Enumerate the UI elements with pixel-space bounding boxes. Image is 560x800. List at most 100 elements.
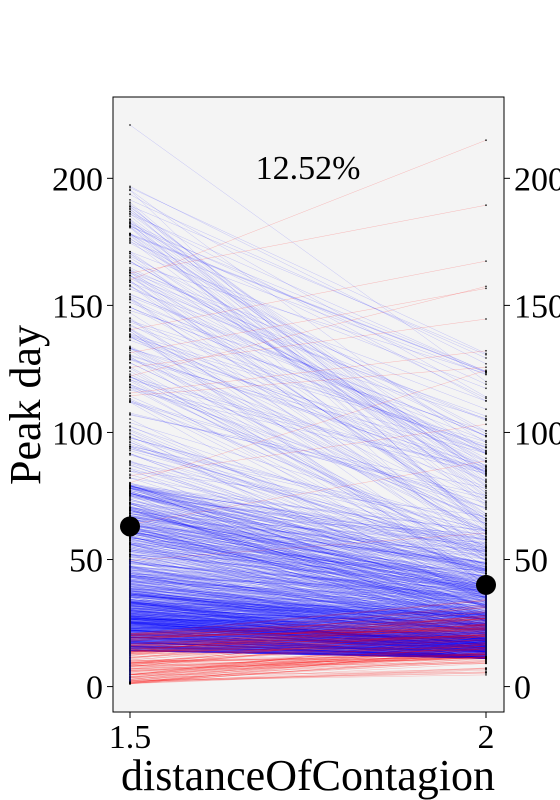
decreasing-line: [129, 632, 487, 645]
decreasing-line: [129, 453, 487, 570]
decreasing-line: [129, 234, 487, 373]
decreasing-line: [129, 619, 487, 656]
decreasing-line: [129, 595, 487, 629]
decreasing-line: [129, 641, 487, 658]
decreasing-line: [129, 631, 487, 645]
decreasing-line: [129, 483, 487, 548]
decreasing-line: [129, 610, 487, 624]
decreasing-line: [129, 280, 487, 521]
decreasing-line: [129, 643, 487, 652]
decreasing-line: [129, 590, 487, 633]
decreasing-line: [129, 600, 487, 619]
decreasing-line: [129, 615, 487, 659]
decreasing-line: [129, 627, 487, 639]
data-point-right: [485, 501, 487, 504]
decreasing-line: [129, 563, 487, 591]
increasing-line: [129, 628, 487, 638]
decreasing-line: [129, 593, 487, 639]
decreasing-line: [129, 626, 487, 633]
decreasing-line: [129, 602, 487, 652]
data-point-left: [129, 392, 131, 394]
data-point-right: [485, 667, 487, 670]
increasing-line: [129, 654, 487, 674]
decreasing-line: [129, 632, 487, 659]
decreasing-line: [129, 634, 487, 644]
decreasing-line: [129, 628, 487, 635]
decreasing-line: [129, 330, 487, 590]
decreasing-line: [129, 285, 487, 552]
decreasing-line: [129, 610, 487, 655]
increasing-line: [129, 614, 487, 651]
decreasing-line: [129, 532, 487, 588]
decreasing-line: [129, 628, 487, 642]
decreasing-line: [129, 618, 487, 659]
decreasing-line: [129, 402, 487, 604]
decreasing-line: [129, 513, 487, 543]
decreasing-line: [129, 502, 487, 622]
decreasing-line: [129, 621, 487, 642]
decreasing-line: [129, 609, 487, 640]
increasing-line: [129, 638, 487, 676]
decreasing-line: [129, 622, 487, 641]
mean-marker-right: [476, 574, 496, 595]
decreasing-line: [129, 645, 487, 656]
decreasing-line: [129, 502, 487, 571]
data-point-left: [129, 389, 131, 391]
increasing-line: [129, 663, 487, 671]
decreasing-line: [129, 547, 487, 614]
decreasing-line: [129, 600, 487, 659]
decreasing-line: [129, 358, 487, 522]
decreasing-line: [129, 641, 487, 651]
decreasing-line: [129, 618, 487, 625]
decreasing-line: [129, 649, 487, 659]
increasing-line: [129, 657, 487, 668]
decreasing-line: [129, 646, 487, 656]
data-point-left: [129, 443, 131, 446]
decreasing-line: [129, 571, 487, 608]
decreasing-line: [129, 622, 487, 649]
decreasing-line: [129, 366, 487, 561]
decreasing-line: [129, 648, 487, 657]
decreasing-line: [129, 611, 487, 637]
decreasing-line: [129, 226, 487, 372]
decreasing-line: [129, 591, 487, 637]
decreasing-line: [129, 560, 487, 647]
decreasing-line: [129, 607, 487, 640]
decreasing-line: [129, 493, 487, 567]
decreasing-line: [129, 641, 487, 659]
decreasing-line: [129, 493, 487, 595]
increasing-line: [129, 639, 487, 653]
decreasing-line: [129, 495, 487, 572]
decreasing-line: [129, 633, 487, 645]
decreasing-line: [129, 433, 487, 561]
decreasing-line: [129, 647, 487, 659]
decreasing-line: [129, 569, 487, 611]
decreasing-line: [129, 642, 487, 653]
decreasing-line: [129, 586, 487, 616]
decreasing-line: [129, 414, 487, 489]
data-point-left: [129, 234, 131, 237]
increasing-line: [129, 657, 487, 663]
decreasing-line: [129, 602, 487, 615]
decreasing-line: [129, 516, 487, 577]
decreasing-line: [129, 453, 487, 588]
decreasing-line: [129, 513, 487, 570]
decreasing-line: [129, 592, 487, 634]
decreasing-line: [129, 644, 487, 659]
decreasing-line: [129, 637, 487, 648]
decreasing-line: [129, 592, 487, 643]
decreasing-line: [129, 622, 487, 643]
data-point-left: [129, 288, 131, 290]
decreasing-line: [129, 642, 487, 659]
decreasing-line: [129, 525, 487, 553]
decreasing-line: [129, 630, 487, 658]
decreasing-line: [129, 543, 487, 630]
decreasing-line: [129, 468, 487, 571]
data-point-right: [485, 452, 487, 455]
increasing-line: [129, 658, 487, 683]
data-point-left: [129, 189, 131, 192]
decreasing-line: [129, 488, 487, 614]
decreasing-line: [129, 474, 487, 587]
decreasing-line: [129, 484, 487, 608]
decreasing-line: [129, 486, 487, 543]
